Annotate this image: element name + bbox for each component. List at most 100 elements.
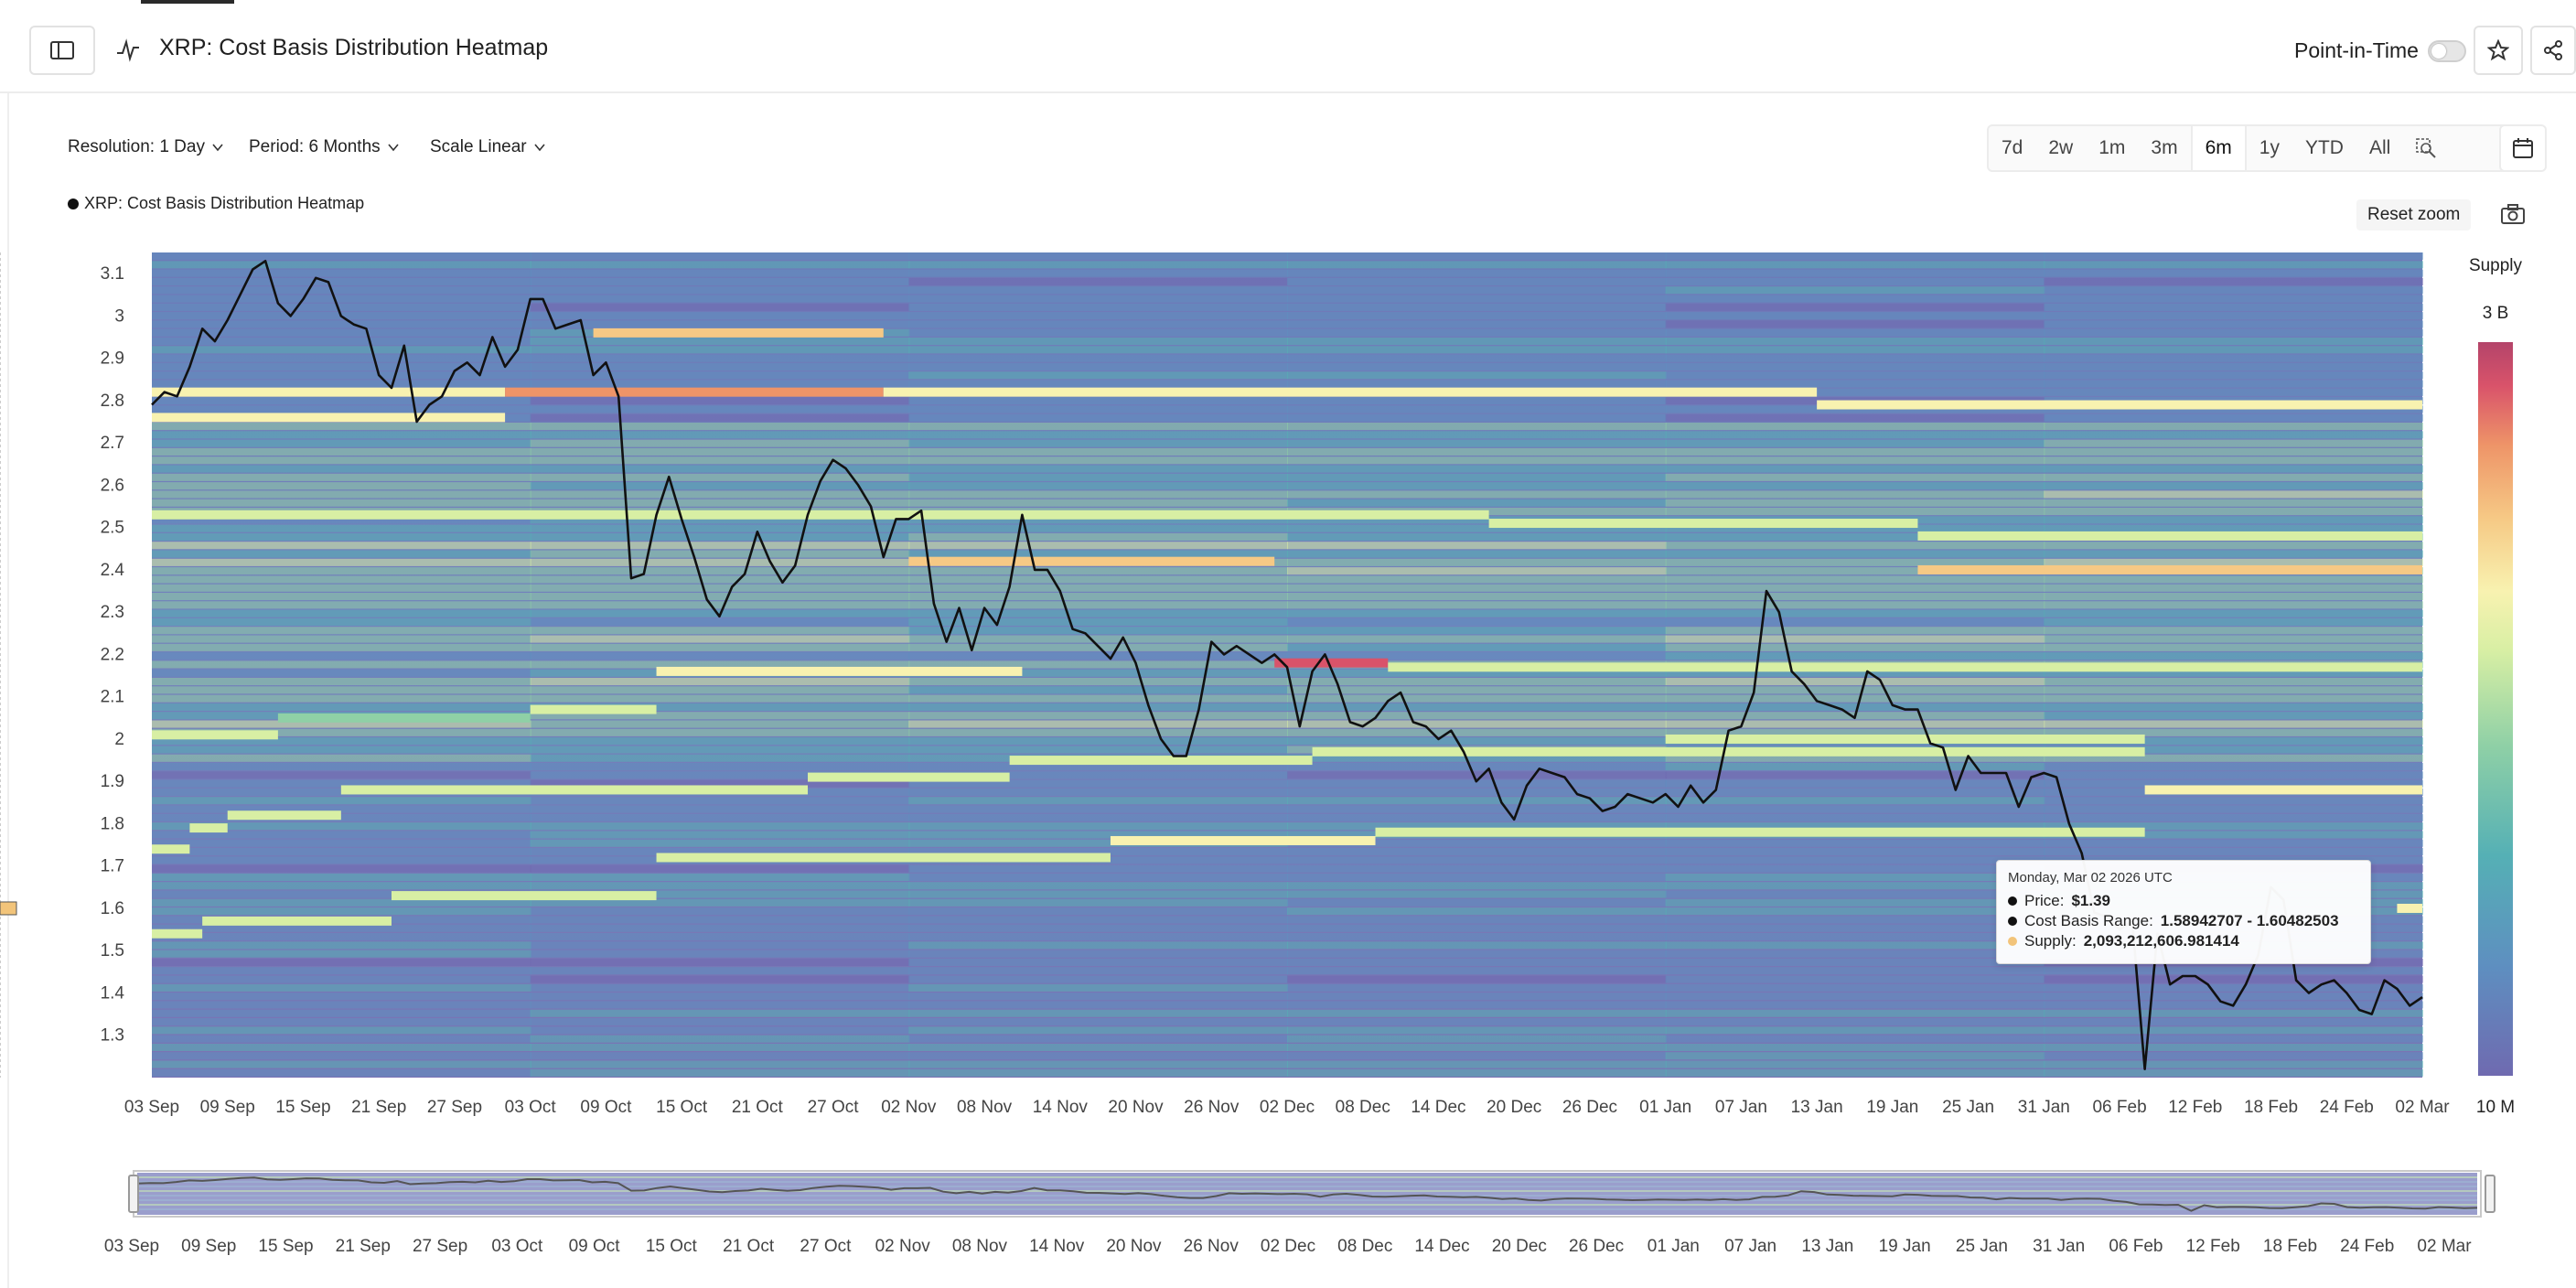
heat-cell	[530, 864, 910, 873]
share-button[interactable]	[2530, 26, 2576, 75]
heat-cell	[530, 601, 910, 609]
range-1y-button[interactable]: 1y	[2259, 137, 2280, 158]
zoom-select-button[interactable]	[2403, 126, 2449, 170]
heat-cell	[908, 712, 1288, 720]
heat-cell	[152, 252, 531, 261]
heat-cell	[152, 584, 531, 592]
heat-cell	[2044, 303, 2423, 311]
heat-cell	[152, 550, 531, 558]
heat-cell	[530, 686, 910, 694]
heat-cell	[1287, 848, 1667, 856]
navigator-band	[137, 1204, 2477, 1206]
navigator-tick-label: 12 Feb	[2186, 1237, 2240, 1256]
heat-cell	[530, 907, 910, 916]
heat-cell	[1287, 261, 1667, 269]
screenshot-button[interactable]	[2492, 196, 2534, 232]
heat-cell	[1665, 813, 2045, 821]
resolution-select[interactable]: Resolution: 1 Day	[68, 137, 223, 157]
x-tick-label: 14 Dec	[1411, 1098, 1465, 1117]
range-1m-button[interactable]: 1m	[2098, 137, 2126, 158]
heat-cell	[152, 848, 531, 856]
y-tick-label: 1.9	[101, 772, 124, 791]
navigator-right-handle[interactable]	[2485, 1175, 2496, 1213]
heat-cell	[1665, 558, 2045, 566]
heat-cell	[530, 439, 910, 447]
heat-cell	[152, 269, 531, 277]
range-6m-button[interactable]: 6m	[2190, 126, 2247, 170]
heat-cell	[1665, 1035, 2045, 1043]
sidebar-toggle-button[interactable]	[29, 26, 95, 75]
heat-cell	[908, 371, 1288, 380]
heat-cell	[530, 295, 910, 303]
heat-cell	[1287, 439, 1667, 447]
range-2w-button[interactable]: 2w	[2048, 137, 2074, 158]
y-tick-label: 1.7	[101, 857, 124, 876]
heat-cell	[530, 728, 910, 736]
heat-cell	[2044, 362, 2423, 370]
heat-cell	[2044, 593, 2423, 601]
heat-cell	[1665, 423, 2045, 431]
heat-cell	[908, 499, 1288, 507]
legend-item[interactable]: XRP: Cost Basis Distribution Heatmap	[68, 194, 364, 213]
navigator-tick-label: 24 Feb	[2340, 1237, 2394, 1256]
range-3m-button[interactable]: 3m	[2151, 137, 2178, 158]
heat-cell	[152, 328, 531, 337]
heat-cell	[2044, 423, 2423, 431]
heat-cell	[1287, 405, 1667, 413]
navigator-tick-label: 21 Sep	[336, 1237, 391, 1256]
heat-cell	[2044, 975, 2423, 983]
heat-cell	[908, 728, 1288, 736]
heat-cell	[1665, 788, 2045, 796]
heat-cell	[1665, 627, 2045, 635]
scale-select[interactable]: Scale Linear	[430, 137, 545, 157]
period-select[interactable]: Period: 6 Months	[249, 137, 399, 157]
heat-cell	[530, 882, 910, 890]
y-tick-label: 2.2	[101, 645, 124, 664]
heat-cell	[2044, 413, 2423, 422]
date-picker-button[interactable]	[2499, 124, 2547, 172]
y-tick-label: 3	[114, 306, 124, 326]
heat-cell	[2044, 388, 2423, 396]
reset-zoom-button[interactable]: Reset zoom	[2356, 199, 2472, 231]
heat-cell	[908, 601, 1288, 609]
heat-cell	[1665, 993, 2045, 1001]
heat-cell	[530, 635, 910, 643]
heat-cell	[152, 320, 531, 328]
heat-band	[1110, 835, 1376, 845]
tooltip-price-row: Price: $1.39	[2008, 891, 2359, 911]
point-in-time-toggle[interactable]	[2428, 40, 2466, 62]
heat-cell	[152, 346, 531, 354]
heat-cell	[908, 1043, 1288, 1051]
range-all-button[interactable]: All	[2368, 137, 2391, 158]
y-tick-label: 2.1	[101, 688, 124, 707]
heat-cell	[152, 1052, 531, 1060]
range-ytd-button[interactable]: YTD	[2304, 137, 2344, 158]
heat-cell	[530, 405, 910, 413]
heat-cell	[1287, 627, 1667, 635]
heat-cell	[2044, 669, 2423, 677]
heat-cell	[2044, 993, 2423, 1001]
heat-cell	[1287, 431, 1667, 439]
x-tick-label: 02 Dec	[1260, 1098, 1315, 1117]
navigator-tick-label: 15 Oct	[646, 1237, 698, 1256]
range-7d-button[interactable]: 7d	[2002, 137, 2023, 158]
heat-cell	[1665, 567, 2045, 575]
x-tick-label: 18 Feb	[2244, 1098, 2298, 1117]
heat-cell	[530, 532, 910, 541]
navigator-tick-label: 20 Nov	[1106, 1237, 1162, 1256]
navigator-left-handle[interactable]	[128, 1175, 139, 1213]
favorite-button[interactable]	[2474, 26, 2523, 75]
active-tab-indicator	[141, 0, 234, 4]
page-header: XRP: Cost Basis Distribution Heatmap Poi…	[0, 4, 2576, 93]
heat-cell	[152, 405, 531, 413]
heat-cell	[530, 831, 910, 839]
tooltip-supply-marker	[2008, 937, 2017, 946]
navigator-tick-label: 09 Sep	[181, 1237, 236, 1256]
y-tick-label: 2.4	[101, 561, 125, 580]
heat-cell	[152, 694, 531, 703]
heat-cell	[2044, 686, 2423, 694]
heat-cell	[1665, 447, 2045, 456]
y-tick-label: 1.3	[101, 1026, 124, 1046]
heat-cell	[530, 269, 910, 277]
